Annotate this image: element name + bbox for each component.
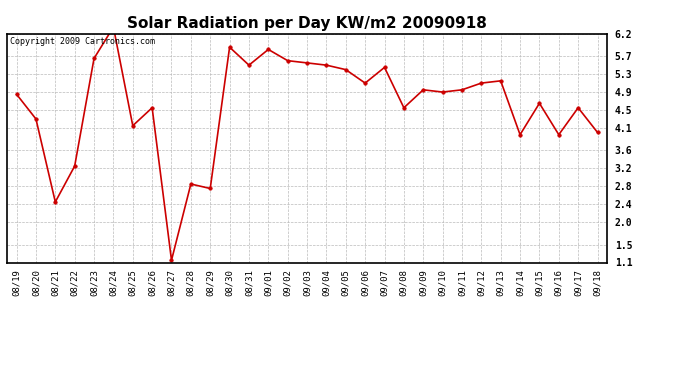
Title: Solar Radiation per Day KW/m2 20090918: Solar Radiation per Day KW/m2 20090918	[127, 16, 487, 31]
Text: Copyright 2009 Cartronics.com: Copyright 2009 Cartronics.com	[10, 37, 155, 46]
